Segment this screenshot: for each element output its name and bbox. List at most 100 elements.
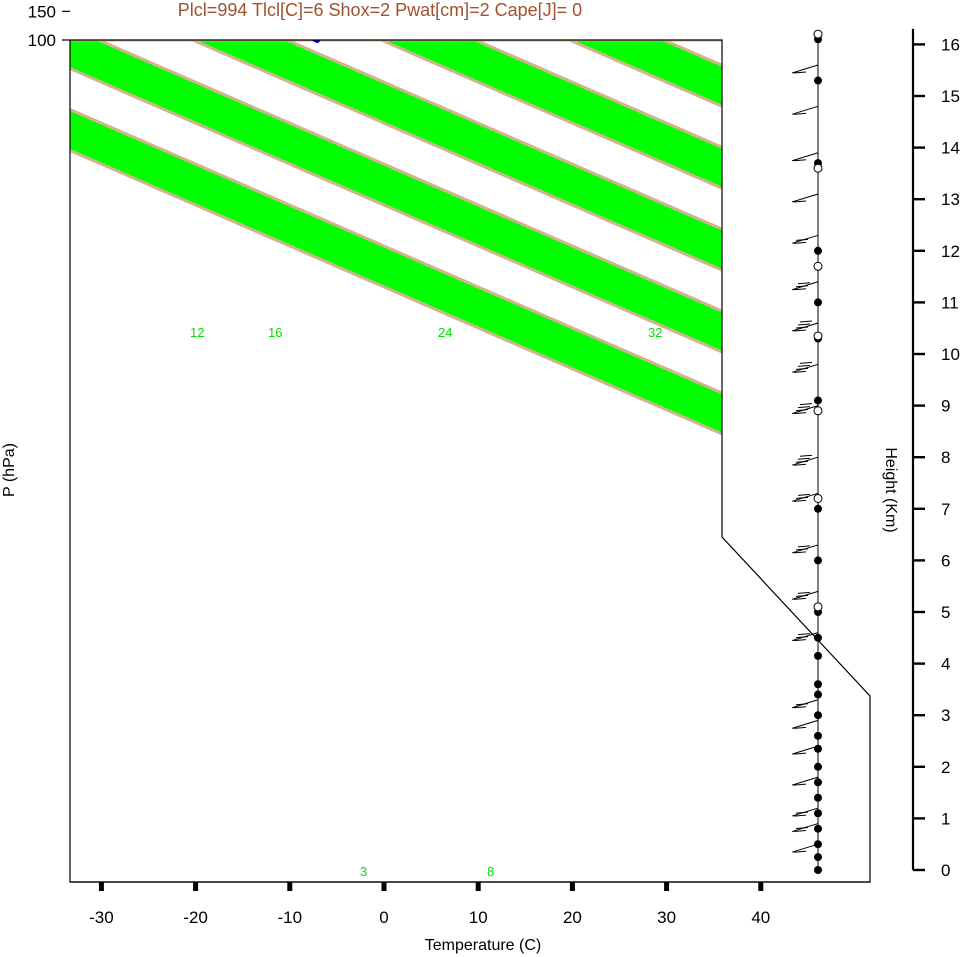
wind-level-marker-open bbox=[813, 602, 823, 612]
wind-barb bbox=[791, 745, 819, 755]
wind-barb-feather bbox=[797, 493, 811, 496]
height-tick-label: 6 bbox=[941, 551, 950, 570]
dry-adiabat bbox=[70, 40, 126, 42]
isotherm-line bbox=[192, 40, 870, 882]
wind-barb-feather bbox=[793, 71, 807, 74]
wind-barb bbox=[791, 105, 819, 115]
height-tick-label: 8 bbox=[941, 448, 950, 467]
wind-level-marker-open bbox=[813, 163, 823, 173]
temperature-tick-label: 10 bbox=[469, 908, 488, 927]
wind-barb-feather bbox=[795, 548, 809, 551]
wind-level-marker bbox=[814, 731, 822, 740]
wind-barb-feather bbox=[793, 752, 807, 755]
wind-barb-feather bbox=[795, 238, 809, 241]
isotherm-labels: -30-20-100102030405060708090100110120130… bbox=[719, 14, 925, 728]
wind-level-marker-open bbox=[813, 406, 823, 416]
isotherm-line bbox=[70, 40, 870, 882]
temperature-tick-label: 40 bbox=[751, 908, 770, 927]
isotherm-label: -20 bbox=[719, 87, 743, 111]
wind-level-marker bbox=[814, 744, 822, 753]
wind-barb-feather bbox=[795, 811, 809, 814]
height-tick-label: 3 bbox=[941, 706, 950, 725]
wind-barb bbox=[791, 64, 819, 74]
temperature-band bbox=[192, 40, 870, 882]
wind-barb-feather bbox=[799, 403, 813, 406]
height-tick-label: 1 bbox=[941, 809, 950, 828]
wind-barb-feather bbox=[795, 409, 809, 412]
wind-barb-feather bbox=[795, 285, 809, 288]
wind-barb-feather bbox=[795, 496, 809, 499]
wind-barb-feather bbox=[797, 591, 811, 594]
wind-barb-feather bbox=[793, 726, 807, 729]
wind-level-marker bbox=[814, 853, 822, 862]
mixing-ratio-label: 12 bbox=[190, 325, 204, 340]
wind-barb-feather bbox=[793, 463, 807, 466]
height-tick-label: 9 bbox=[941, 397, 950, 416]
wind-level-marker bbox=[814, 76, 822, 85]
y-axis-label: P (hPa) bbox=[1, 443, 18, 497]
wind-level-marker-open bbox=[813, 493, 823, 503]
height-tick-label: 2 bbox=[941, 758, 950, 777]
mixing-ratio-label: 8 bbox=[487, 864, 494, 879]
wind-barb-feather bbox=[793, 112, 807, 115]
wind-barb-feather bbox=[795, 636, 809, 639]
wind-level-marker bbox=[814, 298, 822, 307]
wind-barb-feather bbox=[795, 703, 809, 706]
height-tick-label: 4 bbox=[941, 655, 950, 674]
wind-level-marker bbox=[814, 633, 822, 642]
isotherm-line bbox=[380, 40, 870, 882]
isotherm-label: 0 bbox=[719, 14, 735, 29]
isotherm-line bbox=[97, 40, 870, 882]
wind-barb-column bbox=[791, 29, 823, 874]
wind-barb bbox=[791, 776, 819, 786]
height-tick-label: 11 bbox=[941, 293, 959, 312]
wind-barb-feather bbox=[797, 406, 811, 409]
temperature-tick-label: -30 bbox=[89, 908, 114, 927]
temperature-band bbox=[569, 40, 870, 882]
wind-barb bbox=[791, 152, 819, 162]
pressure-tick-label: 200 bbox=[28, 0, 56, 1]
wind-barb-feather bbox=[793, 639, 807, 642]
wind-barb-feather bbox=[795, 367, 809, 370]
height-tick-label: 5 bbox=[941, 603, 950, 622]
height-tick-label: 10 bbox=[941, 345, 960, 364]
wind-barb-feather bbox=[797, 633, 811, 636]
pressure-tick-label: 100 bbox=[28, 31, 56, 50]
wind-barb-feather bbox=[793, 370, 807, 373]
wind-level-marker bbox=[814, 680, 822, 689]
wind-barb-feather bbox=[793, 159, 807, 162]
isotherm-label: 40 bbox=[904, 707, 925, 728]
isotherm-label: -10 bbox=[719, 46, 743, 70]
dry-adiabat bbox=[540, 40, 870, 42]
isotherm-label: 10 bbox=[736, 518, 757, 539]
isotherm-label: 30 bbox=[848, 644, 869, 665]
temperature-axis: -30 -20 -10 0 10 20 30 40 bbox=[70, 881, 870, 927]
isotherm-line bbox=[286, 40, 870, 882]
wind-level-marker bbox=[814, 396, 822, 405]
mixing-ratio-labels: 3 8 12 16 24 32 bbox=[190, 325, 662, 879]
wind-barb-feather bbox=[797, 457, 811, 460]
height-tick-label: 7 bbox=[941, 500, 950, 519]
wind-level-marker bbox=[814, 711, 822, 720]
wind-barb-feather bbox=[793, 597, 807, 600]
temperature-tick-label: 20 bbox=[563, 908, 582, 927]
wind-barb-feather bbox=[793, 241, 807, 244]
wind-level-marker bbox=[814, 556, 822, 565]
mixing-ratio-label: 24 bbox=[438, 325, 452, 340]
pressure-axis: 1001502002503004005007008501000 bbox=[28, 0, 70, 50]
height-tick-label: 0 bbox=[941, 861, 950, 880]
temperature-tick-label: 30 bbox=[657, 908, 676, 927]
wind-barb bbox=[791, 193, 819, 203]
temperature-tick-label: -20 bbox=[183, 908, 208, 927]
mixing-ratio-label: 32 bbox=[648, 325, 662, 340]
temperature-band bbox=[758, 40, 870, 882]
mixing-ratio-label: 16 bbox=[268, 325, 282, 340]
wind-barb-feather bbox=[793, 830, 807, 833]
wind-barb-feather bbox=[793, 200, 807, 203]
height-tick-label: 12 bbox=[941, 242, 960, 261]
wind-barb-feather bbox=[795, 594, 809, 597]
mixing-ratio-label: 3 bbox=[360, 864, 367, 879]
temperature-band bbox=[70, 40, 870, 882]
dry-adiabat bbox=[735, 40, 870, 42]
dry-adiabat bbox=[589, 40, 870, 42]
